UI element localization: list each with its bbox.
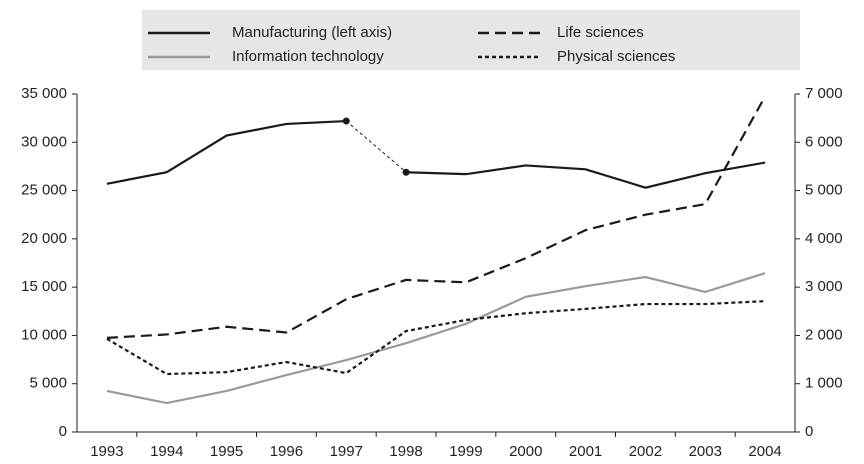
- y2-tick-label: 6 000: [805, 133, 843, 150]
- x-tick-label: 1997: [330, 443, 363, 460]
- x-tick-label: 2003: [689, 443, 722, 460]
- x-tick-label: 1993: [90, 443, 123, 460]
- break-point: [402, 168, 410, 176]
- x-tick-label: 2004: [748, 443, 781, 460]
- y2-tick-label: 5 000: [805, 182, 843, 199]
- series-line: [106, 119, 347, 185]
- legend-box: [142, 10, 800, 70]
- y2-tick-label: 0: [805, 423, 813, 440]
- y-tick-label: 35 000: [21, 85, 67, 102]
- break-connector: [345, 120, 407, 173]
- x-tick-label: 2002: [629, 443, 662, 460]
- y-tick-label: 25 000: [21, 182, 67, 199]
- y-tick-label: 20 000: [21, 230, 67, 247]
- series-line: [406, 161, 766, 189]
- x-tick-label: 1996: [270, 443, 303, 460]
- legend-label: Physical sciences: [557, 48, 675, 65]
- x-tick-label: 2001: [569, 443, 602, 460]
- x-tick-label: 1998: [389, 443, 422, 460]
- series-line: [106, 300, 766, 376]
- x-tick-label: 1995: [210, 443, 243, 460]
- y2-tick-label: 4 000: [805, 230, 843, 247]
- y-tick-label: 5 000: [29, 375, 67, 392]
- y2-tick-label: 7 000: [805, 85, 843, 102]
- y2-tick-label: 2 000: [805, 326, 843, 343]
- legend-label: Manufacturing (left axis): [232, 24, 392, 41]
- y-tick-label: 30 000: [21, 133, 67, 150]
- x-tick-label: 1999: [449, 443, 482, 460]
- x-tick-label: 1994: [150, 443, 183, 460]
- break-point: [342, 117, 350, 125]
- series-line: [106, 272, 766, 405]
- legend-label: Life sciences: [557, 24, 644, 41]
- legend-label: Information technology: [232, 48, 384, 65]
- y-tick-label: 10 000: [21, 326, 67, 343]
- y2-tick-label: 3 000: [805, 278, 843, 295]
- series-line: [106, 95, 767, 339]
- y-tick-label: 0: [59, 423, 67, 440]
- x-tick-label: 2000: [509, 443, 542, 460]
- y-tick-label: 15 000: [21, 278, 67, 295]
- y2-tick-label: 1 000: [805, 375, 843, 392]
